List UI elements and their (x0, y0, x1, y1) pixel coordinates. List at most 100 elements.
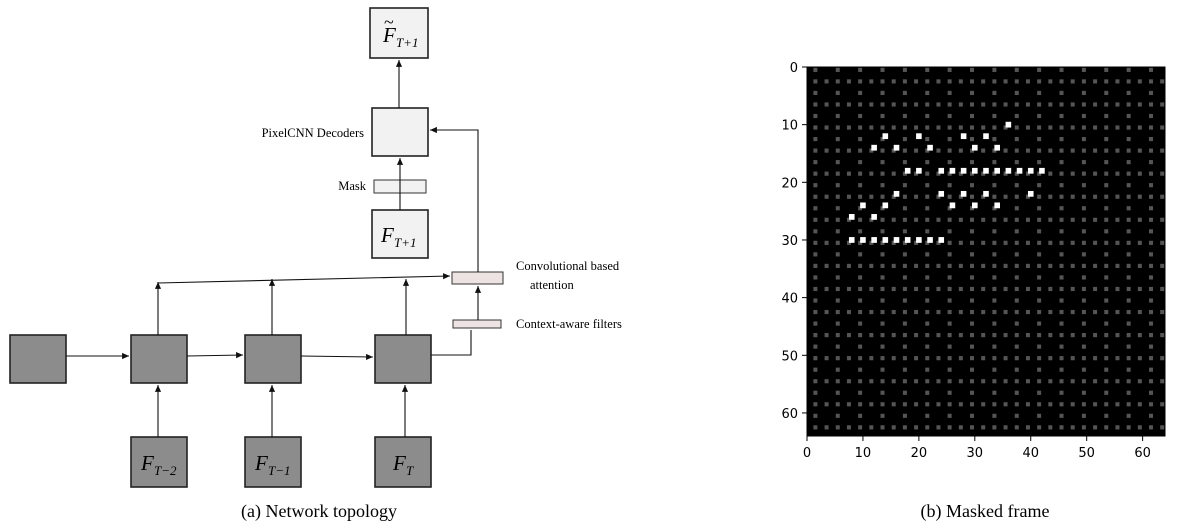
bright-pixel (904, 237, 911, 243)
mask-pixel (925, 125, 930, 130)
mask-pixel (902, 194, 907, 199)
mask-pixel (925, 229, 930, 234)
mask-pixel (1048, 240, 1053, 245)
mask-pixel (1014, 229, 1019, 234)
mask-pixel (970, 321, 975, 326)
mask-pixel (1149, 79, 1154, 84)
mask-pixel (1126, 206, 1131, 211)
mask-pixel (1081, 160, 1086, 165)
mask-pixel (1059, 275, 1064, 280)
mask-pixel (992, 194, 997, 199)
mask-pixel (902, 333, 907, 338)
mask-pixel (1104, 240, 1109, 245)
mask-pixel (1160, 286, 1165, 292)
mask-pixel (846, 102, 851, 107)
mask-pixel (835, 309, 840, 315)
mask-pixel (1160, 402, 1165, 407)
mask-pixel (1104, 136, 1109, 142)
mask-pixel (813, 252, 818, 257)
mask-pixel (992, 275, 997, 280)
mask-pixel (1025, 286, 1030, 292)
mask-pixel (1014, 413, 1019, 418)
y-tick-label: 20 (781, 176, 798, 191)
mask-pixel (936, 333, 941, 338)
mask-pixel (902, 67, 907, 72)
mask-pixel (1014, 286, 1019, 292)
mask-pixel (1104, 286, 1109, 292)
mask-pixel (1149, 67, 1154, 72)
mask-pixel (992, 413, 997, 418)
mask-pixel (947, 367, 952, 372)
mask-pixel (958, 333, 963, 338)
mask-pixel (858, 367, 863, 372)
mask-pixel (1014, 263, 1019, 268)
mask-pixel (835, 333, 840, 338)
mask-pixel (970, 390, 975, 395)
mask-pixel (835, 160, 840, 165)
mask-pixel (1126, 240, 1131, 245)
mask-pixel (880, 413, 885, 418)
bright-pixel (871, 237, 877, 243)
mask-pixel (1115, 286, 1120, 292)
mask-pixel (1093, 333, 1098, 338)
mask-pixel (958, 240, 963, 245)
mask-pixel (1104, 263, 1109, 268)
mask-pixel (1104, 321, 1109, 326)
mask-pixel (1115, 379, 1120, 384)
mask-pixel (992, 125, 997, 130)
y-tick-label: 40 (781, 292, 798, 307)
mask-pixel (1014, 240, 1019, 245)
mask-pixel (1048, 148, 1053, 153)
mask-pixel (835, 67, 840, 72)
mask-pixel (1137, 125, 1142, 130)
mask-pixel (1104, 309, 1109, 315)
mask-pixel (1093, 425, 1098, 430)
mask-pixel (1104, 160, 1109, 165)
mask-pixel (880, 286, 885, 292)
mask-pixel (992, 67, 997, 72)
mask-pixel (958, 402, 963, 407)
mask-pixel (1149, 252, 1154, 257)
mask-pixel (992, 102, 997, 107)
mask-pixel (970, 298, 975, 303)
mask-pixel (1081, 240, 1086, 245)
mask-pixel (1070, 379, 1075, 384)
mask-pixel (1126, 309, 1131, 315)
mask-pixel (1149, 217, 1154, 222)
mask-pixel (1104, 194, 1109, 199)
mask-pixel (1149, 390, 1154, 395)
mask-pixel (1104, 125, 1109, 130)
mask-pixel (1093, 102, 1098, 107)
mask-pixel (835, 263, 840, 268)
mask-pixel (1081, 298, 1086, 303)
mask-pixel (1149, 263, 1154, 268)
mask-pixel (858, 425, 863, 430)
mask-pixel (1137, 79, 1142, 84)
mask-pixel (992, 344, 997, 349)
mask-pixel (824, 309, 829, 315)
mask-pixel (902, 160, 907, 165)
mask-pixel (1025, 356, 1030, 361)
mask-pixel (981, 79, 986, 84)
mask-pixel (835, 298, 840, 303)
bright-pixel (860, 202, 866, 209)
mask-pixel (813, 102, 818, 107)
mask-pixel (947, 333, 952, 338)
mask-pixel (1037, 67, 1042, 72)
mask-pixel (981, 379, 986, 384)
mask-pixel (947, 275, 952, 280)
heatmap-frame (806, 66, 1166, 437)
mask-pixel (880, 356, 885, 361)
mask-pixel (1014, 333, 1019, 338)
mask-pixel (880, 275, 885, 280)
mask-pixel (846, 194, 851, 199)
mask-pixel (813, 298, 818, 303)
mask-pixel (914, 402, 919, 407)
mask-pixel (902, 90, 907, 96)
mask-pixel (958, 217, 963, 222)
mask-pixel (1048, 263, 1053, 268)
mask-pixel (970, 160, 975, 165)
mask-pixel (1160, 125, 1165, 130)
mask-pixel (858, 309, 863, 315)
mask-pixel (1025, 309, 1030, 315)
